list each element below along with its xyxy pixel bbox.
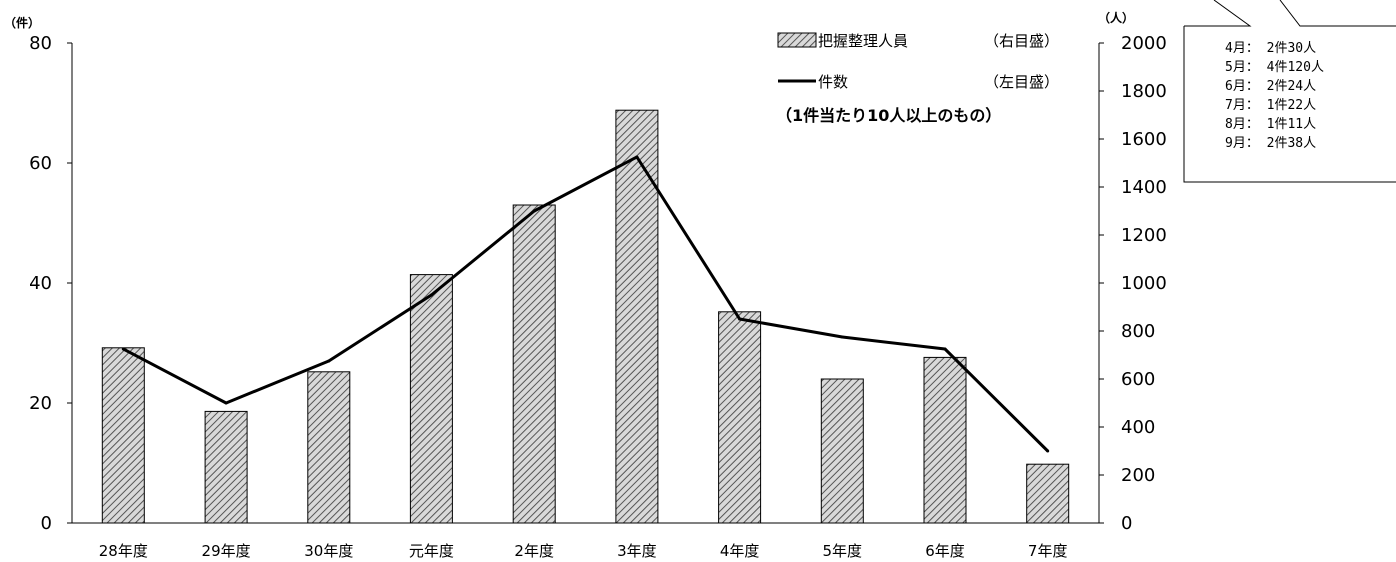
legend-line-axis-note: （左目盛） [984, 73, 1059, 91]
bar [923, 356, 967, 524]
right-tick-label: 1200 [1121, 225, 1167, 246]
bar [1026, 463, 1070, 524]
line-point [1046, 449, 1050, 453]
line-point [429, 293, 433, 297]
x-tick-label: 6年度 [925, 542, 965, 560]
line-point [224, 401, 228, 405]
bar [615, 109, 659, 524]
line-point [121, 347, 125, 351]
callout-box [1183, 0, 1396, 183]
left-axis-unit: （件） [4, 15, 40, 30]
callout-line: 9月： 2件38人 [1225, 136, 1316, 151]
line-point [943, 347, 947, 351]
x-tick-label: 28年度 [99, 542, 148, 560]
right-tick-label: 1800 [1121, 81, 1167, 102]
right-tick-label: 2000 [1121, 33, 1167, 54]
right-axis-unit: （人） [1098, 10, 1134, 25]
right-tick-label: 800 [1121, 321, 1155, 342]
x-tick-label: 元年度 [409, 542, 454, 560]
bar [307, 371, 351, 524]
right-tick-label: 200 [1121, 465, 1155, 486]
x-tick-label: 2年度 [514, 542, 554, 560]
callout-line: 5月： 4件120人 [1225, 60, 1324, 75]
callout-line: 4月： 2件30人 [1225, 41, 1316, 56]
left-tick-label: 80 [29, 33, 52, 54]
right-tick-label: 1000 [1121, 273, 1167, 294]
left-tick-label: 0 [41, 513, 52, 534]
x-tick-label: 3年度 [617, 542, 657, 560]
left-tick-label: 40 [29, 273, 52, 294]
callout-line: 6月： 2件24人 [1225, 79, 1316, 94]
left-axis-ticks: 0 20 40 60 80 [29, 33, 72, 534]
callout-line: 7月： 1件22人 [1225, 98, 1316, 113]
legend-line-label: 件数 [818, 73, 848, 91]
bar [204, 410, 248, 524]
line-series [121, 155, 1050, 453]
bar [101, 347, 145, 524]
legend-bar-label: 把握整理人員 [818, 32, 908, 50]
bar [409, 274, 453, 524]
line-point [738, 317, 742, 321]
bar [820, 378, 864, 524]
right-tick-label: 0 [1121, 513, 1132, 534]
right-axis-ticks: 0 200 400 600 800 1000 1200 1400 1600 1800 2000 [1099, 33, 1167, 534]
x-axis-ticks: 28年度 29年度 30年度 元年度 2年度 3年度 4年度 5年度 6年度 7年度 [99, 542, 1068, 560]
right-tick-label: 1600 [1121, 129, 1167, 150]
right-tick-label: 400 [1121, 417, 1155, 438]
x-tick-label: 5年度 [823, 542, 863, 560]
monthly-callout: 4月： 2件30人 5月： 4件120人 6月： 2件24人 7月： 1件22人… [1183, 0, 1396, 183]
right-tick-label: 600 [1121, 369, 1155, 390]
legend-bar-swatch [777, 32, 817, 48]
series-line [122, 155, 1049, 453]
left-tick-label: 60 [29, 153, 52, 174]
legend: 把握整理人員 （右目盛） 件数 （左目盛） （1件当たり10人以上のもの） [776, 32, 1059, 125]
line-point [635, 155, 639, 159]
line-point [327, 359, 331, 363]
line-point [532, 209, 536, 213]
x-tick-label: 30年度 [304, 542, 353, 560]
bar-series [101, 109, 1070, 524]
x-tick-label: 7年度 [1028, 542, 1068, 560]
bar [512, 204, 556, 524]
right-tick-label: 1400 [1121, 177, 1167, 198]
x-tick-label: 4年度 [720, 542, 760, 560]
chart-note: （1件当たり10人以上のもの） [776, 106, 1001, 125]
legend-bar-axis-note: （右目盛） [984, 32, 1059, 50]
callout-line: 8月： 1件11人 [1225, 117, 1316, 132]
line-point [840, 335, 844, 339]
left-tick-label: 20 [29, 393, 52, 414]
bar [718, 311, 762, 524]
x-tick-label: 29年度 [202, 542, 251, 560]
